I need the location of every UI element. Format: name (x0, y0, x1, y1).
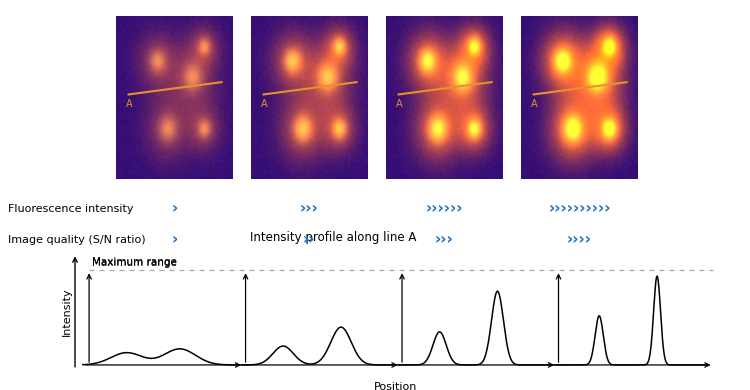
Text: Position: Position (374, 382, 418, 390)
Text: ››››››››››: ›››››››››› (548, 201, 610, 216)
Text: ›: › (171, 201, 178, 216)
Text: A: A (396, 99, 402, 108)
Text: A: A (261, 99, 267, 108)
Y-axis label: Intensity: Intensity (62, 288, 72, 336)
Text: ››››››: ›››››› (426, 201, 463, 216)
Text: Intensity profile along line A: Intensity profile along line A (250, 231, 416, 244)
Text: Fluorescence intensity: Fluorescence intensity (8, 204, 133, 214)
Text: ›››: ››› (300, 201, 319, 216)
Text: A: A (126, 99, 132, 108)
Text: ››: ›› (303, 232, 316, 247)
Text: Image quality (S/N ratio): Image quality (S/N ratio) (8, 235, 146, 245)
Text: ›››: ››› (435, 232, 454, 247)
Text: A: A (531, 99, 537, 108)
Text: Maximum range: Maximum range (92, 257, 177, 268)
Text: ›: › (171, 232, 178, 247)
Text: Maximum range: Maximum range (92, 257, 177, 267)
Text: ››››: ›››› (567, 232, 592, 247)
